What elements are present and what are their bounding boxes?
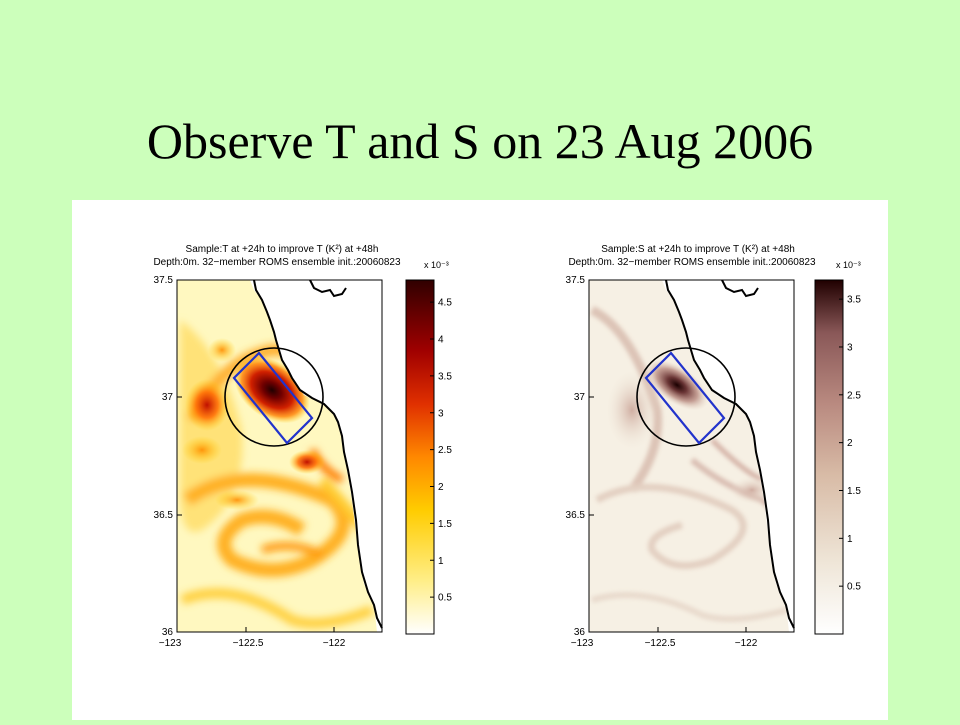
right-axes-frame: [588, 279, 795, 633]
right-colorbar-ticks: 0.5 1 1.5 2 2.5 3 3.5: [839, 295, 861, 593]
left-colorbar-tick-label: 3: [438, 408, 444, 419]
right-ytick-4: 36: [574, 627, 586, 638]
right-xtick-3: −122: [735, 638, 758, 649]
left-colorbar-ticks: 0.5 1 1.5 2 2.5 3 3.5 4 4.5: [430, 298, 452, 604]
left-colorbar-exponent: x 10⁻³: [424, 260, 449, 270]
right-chart: Sample:S at +24h to improve T (K²) at +4…: [566, 244, 862, 649]
right-radius-circle: [636, 347, 736, 447]
right-chart-title: Sample:S at +24h to improve T (K²) at +4…: [601, 244, 795, 255]
left-chart: Sample:T at +24h to improve T (K²) at +4…: [153, 244, 452, 649]
right-colorbar: 0.5 1 1.5 2 2.5 3 3.5: [814, 279, 861, 635]
right-y-axis: 37.5 37 36.5 36: [566, 275, 594, 638]
right-colorbar-tick-label: 2.5: [847, 390, 861, 401]
right-sampling-box: [644, 351, 726, 445]
right-ytick-3: 36.5: [566, 510, 586, 521]
figure-svg: Sample:T at +24h to improve T (K²) at +4…: [153, 244, 862, 649]
right-colorbar-tick-label: 3: [847, 342, 853, 353]
left-y-axis: 37.5 37 36.5 36: [154, 275, 182, 638]
left-radius-circle: [224, 347, 324, 447]
right-heatmap-field: [589, 280, 794, 632]
left-x-axis: −123 −122.5 −122: [159, 627, 346, 649]
left-ytick-2: 37: [162, 392, 174, 403]
left-colorbar: 0.5 1 1.5 2 2.5 3 3.5 4 4.5: [405, 279, 452, 635]
right-colorbar-tick-label: 3.5: [847, 295, 861, 306]
right-ytick-2: 37: [574, 392, 586, 403]
left-colorbar-tick-label: 3.5: [438, 371, 452, 382]
left-heatmap-field: [177, 280, 382, 632]
left-sampling-box: [232, 351, 314, 445]
left-colorbar-tick-label: 2: [438, 482, 444, 493]
left-colorbar-tick-label: 4.5: [438, 298, 452, 309]
slide-title: Observe T and S on 23 Aug 2006: [146, 113, 814, 169]
left-ytick-4: 36: [162, 627, 174, 638]
figure-panel: Sample:T at +24h to improve T (K²) at +4…: [72, 200, 888, 720]
right-ytick-1: 37.5: [566, 275, 586, 286]
left-xtick-3: −122: [323, 638, 346, 649]
right-colorbar-tick-label: 0.5: [847, 582, 861, 593]
left-ytick-1: 37.5: [154, 275, 174, 286]
left-chart-subtitle: Depth:0m. 32−member ROMS ensemble init.:…: [153, 257, 401, 268]
left-colorbar-tick-label: 4: [438, 335, 444, 346]
left-xtick-2: −122.5: [233, 638, 264, 649]
left-ytick-3: 36.5: [154, 510, 174, 521]
left-chart-title: Sample:T at +24h to improve T (K²) at +4…: [186, 244, 379, 255]
left-axes-frame: [176, 279, 383, 633]
right-coastline: [665, 279, 795, 629]
left-xtick-1: −123: [159, 638, 182, 649]
right-x-axis: −123 −122.5 −122: [571, 627, 758, 649]
right-colorbar-exponent: x 10⁻³: [836, 260, 861, 270]
right-colorbar-tick-label: 2: [847, 438, 853, 449]
right-chart-subtitle: Depth:0m. 32−member ROMS ensemble init.:…: [568, 257, 816, 268]
right-xtick-2: −122.5: [645, 638, 676, 649]
left-colorbar-tick-label: 2.5: [438, 445, 452, 456]
right-xtick-1: −123: [571, 638, 594, 649]
right-colorbar-tick-label: 1.5: [847, 486, 861, 497]
left-colorbar-tick-label: 0.5: [438, 593, 452, 604]
right-bay-outline: [721, 279, 759, 298]
left-colorbar-tick-label: 1.5: [438, 519, 452, 530]
left-bay-outline: [309, 279, 347, 298]
right-colorbar-tick-label: 1: [847, 534, 853, 545]
left-coastline: [253, 279, 383, 629]
left-colorbar-tick-label: 1: [438, 556, 444, 567]
